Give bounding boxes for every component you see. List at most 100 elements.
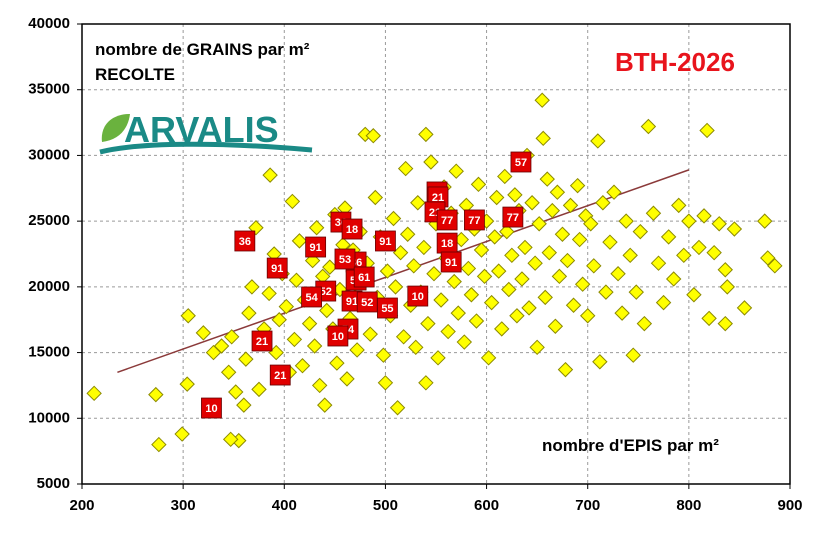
point bbox=[583, 216, 599, 232]
point bbox=[179, 376, 195, 392]
y-tick-label: 20000 bbox=[28, 278, 70, 295]
point-label: 10 bbox=[412, 291, 424, 303]
point bbox=[367, 189, 384, 206]
point bbox=[244, 279, 260, 295]
point-label: 18 bbox=[346, 224, 358, 236]
point-label: 77 bbox=[468, 215, 480, 227]
labeled-point: 10 bbox=[407, 285, 429, 307]
point bbox=[291, 233, 308, 249]
point-label: 77 bbox=[507, 212, 519, 224]
point bbox=[502, 206, 524, 228]
point bbox=[269, 364, 291, 386]
point-label: 36 bbox=[239, 236, 251, 248]
point bbox=[592, 354, 608, 370]
point bbox=[622, 247, 638, 264]
point bbox=[440, 251, 462, 273]
point bbox=[349, 342, 365, 358]
point bbox=[625, 347, 641, 363]
labeled-point: 55 bbox=[377, 297, 398, 319]
point bbox=[468, 313, 485, 329]
point bbox=[595, 195, 611, 211]
point bbox=[524, 195, 540, 211]
point-label: 21 bbox=[432, 192, 444, 204]
point bbox=[399, 226, 416, 242]
point bbox=[294, 358, 311, 374]
point-label: 77 bbox=[441, 215, 453, 227]
point bbox=[174, 426, 190, 442]
point bbox=[420, 315, 436, 332]
point-label: 21 bbox=[256, 336, 268, 348]
point bbox=[308, 220, 325, 236]
point bbox=[288, 272, 305, 288]
point bbox=[341, 218, 363, 240]
point bbox=[480, 350, 497, 366]
point bbox=[640, 118, 657, 135]
point bbox=[418, 375, 434, 391]
point bbox=[541, 244, 557, 261]
point bbox=[565, 297, 582, 313]
point bbox=[241, 305, 257, 321]
point bbox=[650, 255, 667, 271]
point bbox=[261, 285, 277, 302]
point-label: 61 bbox=[358, 272, 370, 284]
point bbox=[236, 397, 252, 413]
point-label: 52 bbox=[361, 297, 373, 309]
point bbox=[407, 285, 429, 307]
point bbox=[410, 195, 426, 211]
logo-leaf bbox=[101, 114, 130, 142]
point bbox=[574, 276, 591, 292]
point bbox=[559, 252, 576, 269]
point bbox=[557, 361, 574, 378]
point bbox=[387, 279, 404, 295]
point bbox=[433, 292, 449, 308]
labeled-point: 91 bbox=[375, 230, 396, 252]
labeled-point: 91 bbox=[266, 257, 288, 279]
point-label: 91 bbox=[271, 263, 283, 275]
point bbox=[220, 364, 237, 380]
labeled-point: 21 bbox=[269, 364, 291, 386]
point bbox=[569, 177, 586, 194]
point bbox=[151, 436, 167, 453]
point bbox=[539, 171, 555, 187]
point bbox=[448, 163, 464, 179]
point bbox=[544, 202, 561, 219]
point bbox=[531, 216, 547, 232]
point-label: 52 bbox=[320, 286, 332, 298]
point bbox=[353, 266, 375, 288]
point bbox=[278, 298, 295, 315]
point bbox=[717, 315, 733, 332]
point bbox=[535, 130, 551, 147]
point bbox=[319, 302, 335, 319]
point bbox=[671, 197, 687, 214]
labeled-point: 10 bbox=[201, 397, 222, 419]
point bbox=[385, 210, 402, 227]
point-label: 91 bbox=[346, 296, 358, 308]
point bbox=[460, 260, 477, 277]
point-label: 10 bbox=[205, 403, 217, 415]
labeled-point: 18 bbox=[436, 232, 458, 254]
point bbox=[767, 258, 783, 274]
labeled-point: 91 bbox=[440, 251, 462, 273]
point bbox=[271, 312, 287, 328]
point bbox=[148, 386, 164, 403]
point bbox=[450, 305, 466, 321]
labeled-point: 91 bbox=[305, 236, 327, 258]
point bbox=[497, 168, 513, 185]
point bbox=[681, 213, 697, 229]
point bbox=[392, 244, 409, 261]
point bbox=[665, 271, 682, 287]
point bbox=[436, 209, 458, 231]
point bbox=[529, 339, 545, 356]
point bbox=[329, 355, 345, 371]
point bbox=[509, 308, 525, 324]
point bbox=[676, 247, 692, 264]
y-tick-label: 5000 bbox=[37, 475, 70, 492]
point bbox=[476, 268, 493, 285]
point bbox=[322, 259, 338, 275]
chart-subtitle: RECOLTE bbox=[95, 65, 175, 84]
point bbox=[514, 271, 530, 287]
x-tick-label: 800 bbox=[676, 497, 701, 514]
point bbox=[628, 284, 644, 300]
point bbox=[632, 223, 649, 240]
